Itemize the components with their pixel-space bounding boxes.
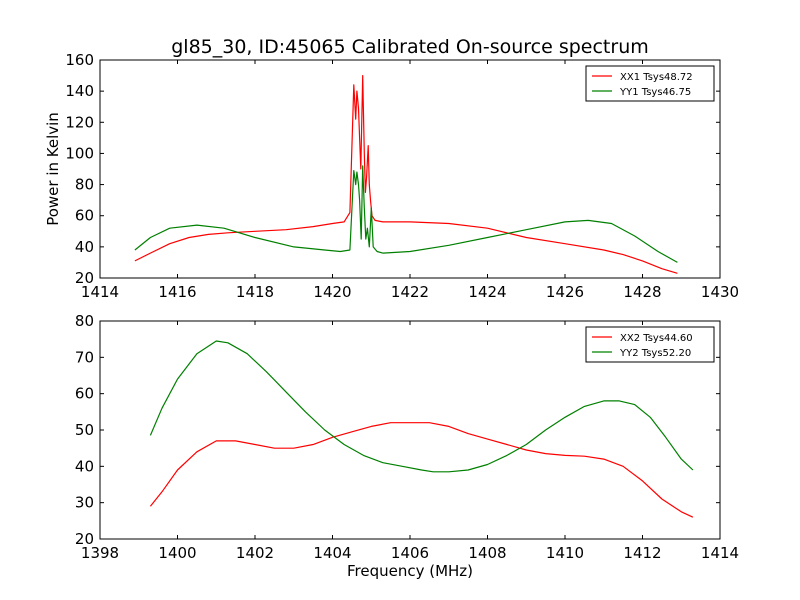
x-tick-label: 1408 xyxy=(468,544,506,562)
y-tick-label: 50 xyxy=(75,421,94,439)
x-tick-label: 1418 xyxy=(236,283,274,301)
x-tick-label: 1426 xyxy=(546,283,584,301)
x-tick-label: 1400 xyxy=(158,544,196,562)
top-panel: 1414 1416 1418 1420 1422 1424 1426 1428 1430 20 40… xyxy=(44,51,739,301)
x-tick-label: 1412 xyxy=(623,544,661,562)
legend-label: XX1 Tsys48.72 xyxy=(620,72,693,83)
series-line-2-1 xyxy=(149,422,694,518)
chart-title: gl85_30, ID:45065 Calibrated On-source s… xyxy=(171,36,649,58)
y-tick-label: 60 xyxy=(75,207,94,225)
x-tick-label: 1402 xyxy=(236,544,274,562)
series-line-2-2 xyxy=(149,340,694,473)
y-tick-label: 160 xyxy=(65,51,94,69)
legend-label: YY2 Tsys52.20 xyxy=(619,348,691,359)
y-axis-label: Power in Kelvin xyxy=(44,112,62,226)
x-tick-label: 1416 xyxy=(158,283,196,301)
x-axis-label: Frequency (MHz) xyxy=(347,562,473,580)
y-tick-label: 40 xyxy=(75,238,94,256)
x-tick-label: 1404 xyxy=(313,544,351,562)
x-tick-label: 1422 xyxy=(391,283,429,301)
x-tick-label: 1406 xyxy=(391,544,429,562)
y-tick-label: 80 xyxy=(75,312,94,330)
legend-box xyxy=(585,65,715,102)
y-tick-label: 60 xyxy=(75,385,94,403)
bottom-panel: 1398 1400 1402 1404 1406 1408 1410 1412 1414 20 30… xyxy=(75,312,739,580)
y-tick-label: 100 xyxy=(65,144,94,162)
y-tick-label: 80 xyxy=(75,176,94,194)
y-tick-label: 70 xyxy=(75,348,94,366)
series-line-1-1 xyxy=(134,74,678,274)
x-tick-label: 1414 xyxy=(701,544,739,562)
legend-box xyxy=(585,326,715,363)
x-tick-label: 1410 xyxy=(546,544,584,562)
y-tick-label: 20 xyxy=(75,269,94,287)
y-tick-label: 30 xyxy=(75,494,94,512)
series-line-1-2 xyxy=(134,165,678,263)
y-tick-label: 120 xyxy=(65,113,94,131)
y-tick-label: 40 xyxy=(75,457,94,475)
x-tick-label: 1428 xyxy=(623,283,661,301)
x-tick-label: 1420 xyxy=(313,283,351,301)
legend-label: YY1 Tsys46.75 xyxy=(619,87,691,98)
x-tick-label: 1398 xyxy=(81,544,119,562)
y-tick-label: 20 xyxy=(75,530,94,548)
y-tick-label: 140 xyxy=(65,82,94,100)
legend-label: XX2 Tsys44.60 xyxy=(620,333,693,344)
x-tick-label: 1424 xyxy=(468,283,506,301)
x-tick-label: 1414 xyxy=(81,283,119,301)
x-tick-label: 1430 xyxy=(701,283,739,301)
